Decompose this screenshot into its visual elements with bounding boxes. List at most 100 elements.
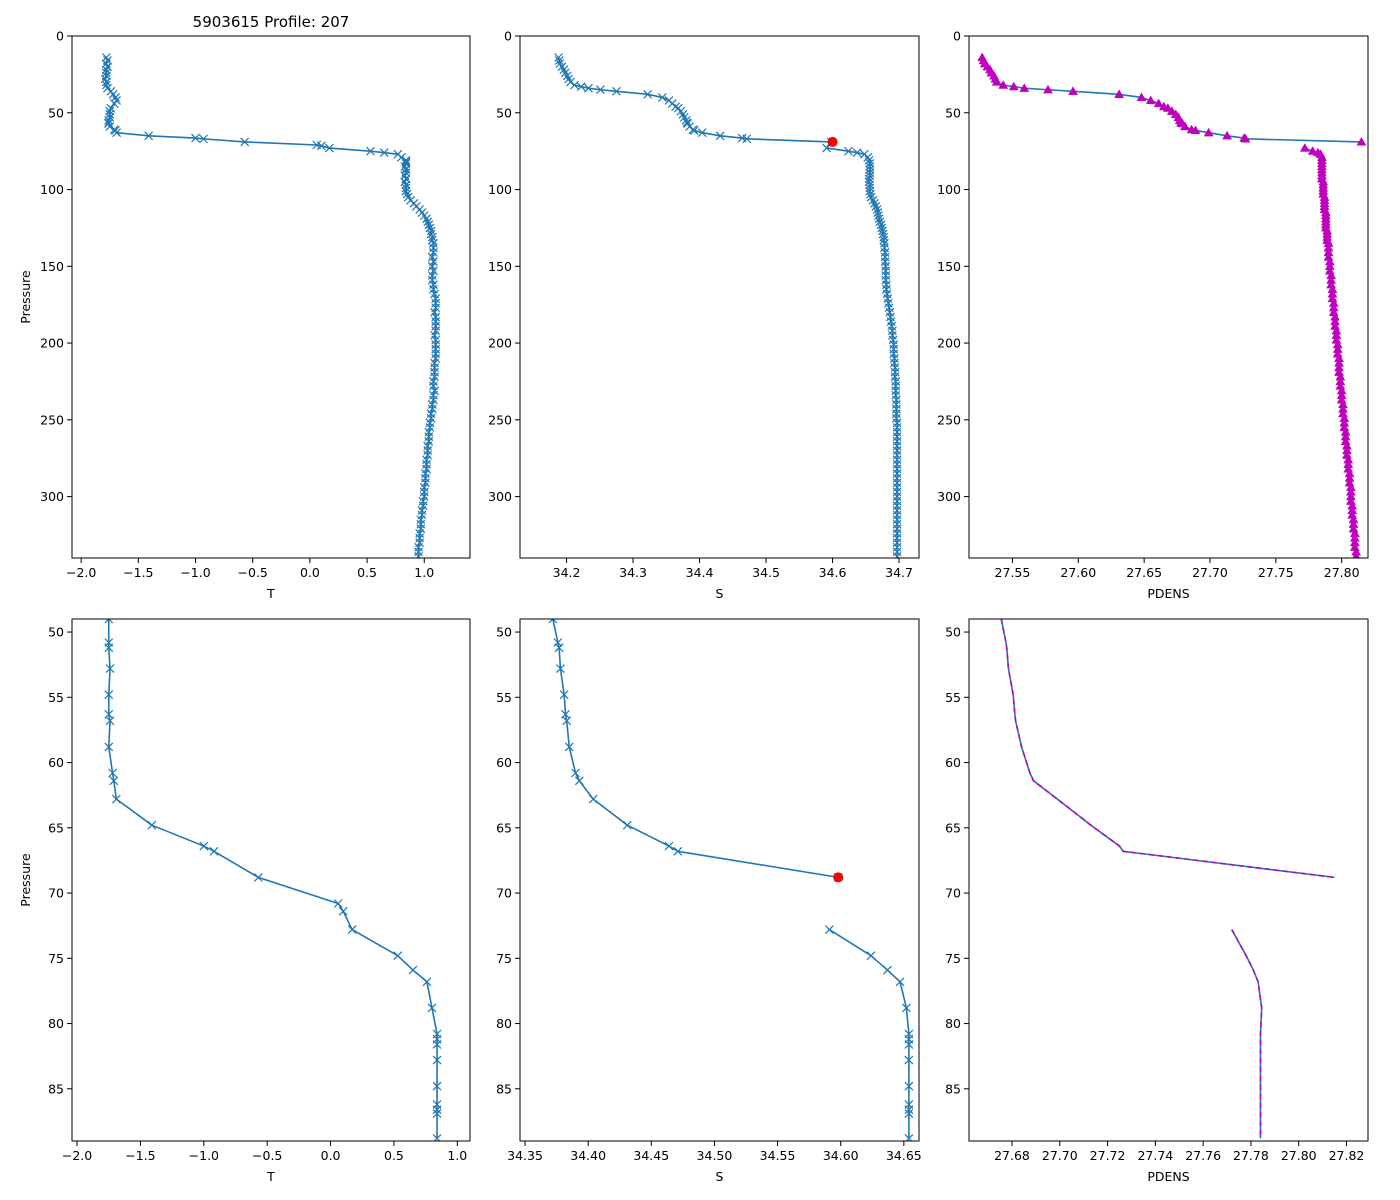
data-point: [338, 906, 348, 916]
x-tick-label: 34.60: [823, 1148, 859, 1163]
x-tick-label: −1.5: [123, 565, 153, 580]
data-point: [1190, 125, 1201, 135]
data-point: [991, 77, 1002, 86]
data-point: [147, 820, 157, 830]
panel-bottom-t: −2.0 −1.5 −1.0 −0.5 0.0 0.5 1.0 50 55 60 65 70 75 80 8…: [18, 618, 471, 1184]
data-point: [562, 71, 572, 81]
data-point: [866, 189, 875, 199]
y-tick-label: 300: [40, 489, 64, 504]
data-point: [657, 92, 667, 102]
panel-top-pdens: 27.55 27.60 27.65 27.70 27.75 27.80 0 50 100 150 2…: [937, 29, 1369, 601]
data-point: [1114, 89, 1125, 98]
plot-area: [1000, 619, 1335, 1139]
y-tick-label: 80: [945, 1016, 961, 1031]
x-axis-label: T: [266, 1169, 275, 1184]
data-point: [852, 148, 862, 158]
y-tick-label: 65: [945, 820, 961, 835]
axes-frame: [71, 35, 471, 559]
axes-frame: [968, 618, 1369, 1142]
data-point: [998, 80, 1009, 89]
flagged-point: [833, 872, 844, 883]
plot-area: [100, 53, 441, 558]
data-point: [432, 1133, 442, 1141]
x-axis-label: S: [716, 1169, 724, 1184]
data-point: [904, 1055, 914, 1065]
data-point: [109, 99, 119, 108]
y-tick-label: 70: [48, 886, 64, 901]
data-point: [424, 220, 434, 230]
y-tick-label: 70: [945, 886, 961, 901]
x-tick-label: 1.0: [414, 565, 434, 580]
y-tick-label: 85: [945, 1081, 961, 1096]
x-tick-label: 0.0: [321, 1148, 341, 1163]
plot-area: [554, 53, 902, 558]
y-tick-label: 200: [40, 336, 64, 351]
data-point: [868, 195, 878, 205]
x-tick-label: 34.50: [697, 1148, 733, 1163]
series-line-t: [104, 57, 437, 557]
y-tick-label: 0: [504, 29, 512, 44]
data-point: [570, 80, 579, 90]
data-point: [105, 664, 115, 674]
y-tick-label: 55: [48, 690, 64, 705]
x-tick-label: 34.5: [752, 565, 780, 580]
data-point: [697, 128, 707, 138]
data-point: [316, 141, 326, 151]
y-tick-label: 80: [48, 1016, 64, 1031]
x-tick-label: −1.0: [180, 565, 210, 580]
y-tick-label: 80: [496, 1016, 512, 1031]
plot-area: [548, 619, 914, 1141]
data-point: [1203, 127, 1214, 137]
x-tick-label: 27.68: [994, 1148, 1030, 1163]
x-tick-label: 27.70: [1192, 565, 1228, 580]
x-tick-label: −0.5: [252, 1148, 282, 1163]
data-point: [1136, 92, 1147, 102]
data-point: [1008, 81, 1019, 91]
y-tick-label: 70: [496, 886, 512, 901]
data-point: [1019, 83, 1030, 92]
data-point: [883, 965, 892, 975]
x-tick-label: 34.40: [570, 1148, 606, 1163]
x-tick-label: 0.5: [384, 1148, 404, 1163]
data-point: [432, 1109, 442, 1119]
x-tick-label: 27.60: [1060, 565, 1096, 580]
data-point: [895, 977, 905, 987]
y-tick-label: 50: [496, 625, 512, 640]
y-tick-label: 75: [496, 951, 512, 966]
data-point: [824, 925, 834, 935]
x-tick-label: 27.78: [1233, 1148, 1269, 1163]
data-point: [191, 133, 200, 143]
data-point: [101, 80, 111, 90]
data-point: [1145, 95, 1156, 105]
x-tick-label: −1.5: [125, 1148, 155, 1163]
data-point: [844, 146, 853, 156]
data-point: [1307, 146, 1318, 155]
plot-area: [104, 619, 442, 1141]
data-point: [875, 217, 885, 227]
series-line-dashed-overlay: [1231, 929, 1263, 1139]
x-axis-label: T: [266, 586, 275, 601]
x-tick-label: 34.7: [885, 565, 913, 580]
data-point: [715, 131, 725, 141]
data-point: [324, 143, 334, 153]
data-point: [253, 872, 263, 882]
data-point: [678, 109, 688, 119]
data-point: [104, 690, 114, 700]
x-tick-label: −0.5: [238, 565, 268, 580]
data-point: [879, 235, 889, 245]
data-point: [111, 125, 120, 135]
data-point: [1356, 136, 1367, 146]
y-tick-label: 150: [40, 259, 64, 274]
data-point: [871, 201, 881, 211]
data-point: [596, 85, 605, 95]
x-tick-label: 27.82: [1329, 1148, 1365, 1163]
data-point: [240, 137, 250, 147]
data-point: [1180, 121, 1190, 131]
data-point: [689, 125, 699, 135]
data-point: [1240, 133, 1251, 143]
data-point: [559, 65, 569, 75]
data-point: [904, 1040, 914, 1049]
y-tick-label: 55: [945, 690, 961, 705]
panel-top-t: −2.0 −1.5 −1.0 −0.5 0.0 0.5 1.0 0 50 100 150 200 250…: [18, 13, 471, 601]
